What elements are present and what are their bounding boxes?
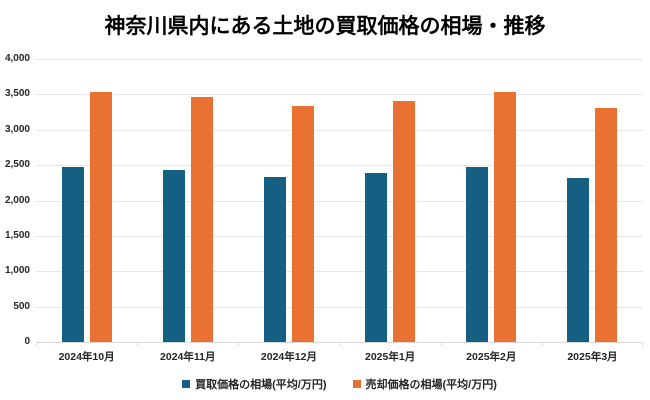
legend-label: 売却価格の相場(平均/万円)	[365, 379, 497, 391]
bar-buy-price	[162, 170, 185, 342]
bar-buy-price	[61, 167, 84, 342]
x-axis-tick	[642, 342, 643, 346]
y-tick-label: 500	[13, 300, 30, 312]
x-category-label: 2024年12月	[260, 351, 317, 363]
gridline	[36, 271, 643, 273]
legend-swatch-icon	[182, 380, 191, 388]
legend-item: 売却価格の相場(平均/万円)	[352, 376, 497, 392]
x-category-label: 2025年3月	[567, 351, 618, 363]
legend-swatch-icon	[352, 380, 361, 388]
bar-sell-price	[190, 97, 213, 342]
gridline	[36, 306, 643, 308]
gridline	[36, 200, 643, 202]
x-category-label: 2024年10月	[58, 351, 115, 363]
bar-sell-price	[89, 91, 112, 342]
y-tick-label: 1,500	[4, 229, 30, 241]
y-tick-label: 2,500	[4, 159, 30, 171]
y-axis: 0 500 1,000 1,500 2,000 2,500 3,000 3,500 4,000	[0, 54, 30, 347]
bar-group	[441, 59, 542, 342]
x-axis-tick	[238, 342, 240, 346]
bar-group	[340, 59, 441, 342]
x-axis-tick	[541, 342, 543, 346]
bar-buy-price	[466, 167, 489, 342]
bar-group	[137, 59, 238, 342]
gridline	[36, 94, 643, 96]
bar-sell-price	[291, 106, 314, 342]
bar-group	[238, 59, 339, 342]
gridline	[36, 165, 643, 167]
y-tick-label: 3,000	[4, 123, 30, 135]
bar-sell-price	[595, 107, 618, 342]
x-axis-tick	[440, 342, 442, 346]
x-axis: 2024年10月 2024年11月 2024年12月 2025年1月 2025年2月 20…	[36, 349, 643, 364]
x-axis-tick	[339, 342, 341, 346]
bar-sell-price	[494, 91, 517, 342]
bar-group	[36, 59, 137, 342]
x-category-label: 2025年2月	[466, 351, 517, 363]
bar-buy-price	[567, 177, 590, 342]
legend-label: 買取価格の相場(平均/万円)	[195, 379, 327, 391]
legend-item: 買取価格の相場(平均/万円)	[182, 376, 327, 392]
gridline	[36, 59, 643, 60]
bar-sell-price	[393, 100, 416, 342]
gridline	[36, 129, 643, 131]
bar-groups	[36, 59, 643, 342]
y-tick-label: 1,000	[4, 265, 30, 277]
bar-buy-price	[365, 172, 388, 342]
plot-area	[36, 59, 643, 346]
x-axis-tick	[36, 342, 37, 346]
bar-group	[542, 59, 643, 342]
y-tick-label: 3,500	[4, 88, 30, 100]
y-tick-label: 2,000	[4, 194, 30, 206]
x-category-label: 2024年11月	[160, 351, 216, 363]
gridline	[36, 235, 643, 237]
y-tick-label: 0	[24, 336, 30, 347]
legend: 買取価格の相場(平均/万円) 売却価格の相場(平均/万円)	[36, 376, 643, 392]
bar-buy-price	[263, 177, 286, 342]
x-axis-tick	[137, 342, 139, 346]
chart-title: 神奈川県内にある土地の買取価格の相場・推移	[104, 15, 546, 38]
x-category-label: 2025年1月	[365, 351, 416, 363]
y-tick-label: 4,000	[4, 53, 30, 64]
